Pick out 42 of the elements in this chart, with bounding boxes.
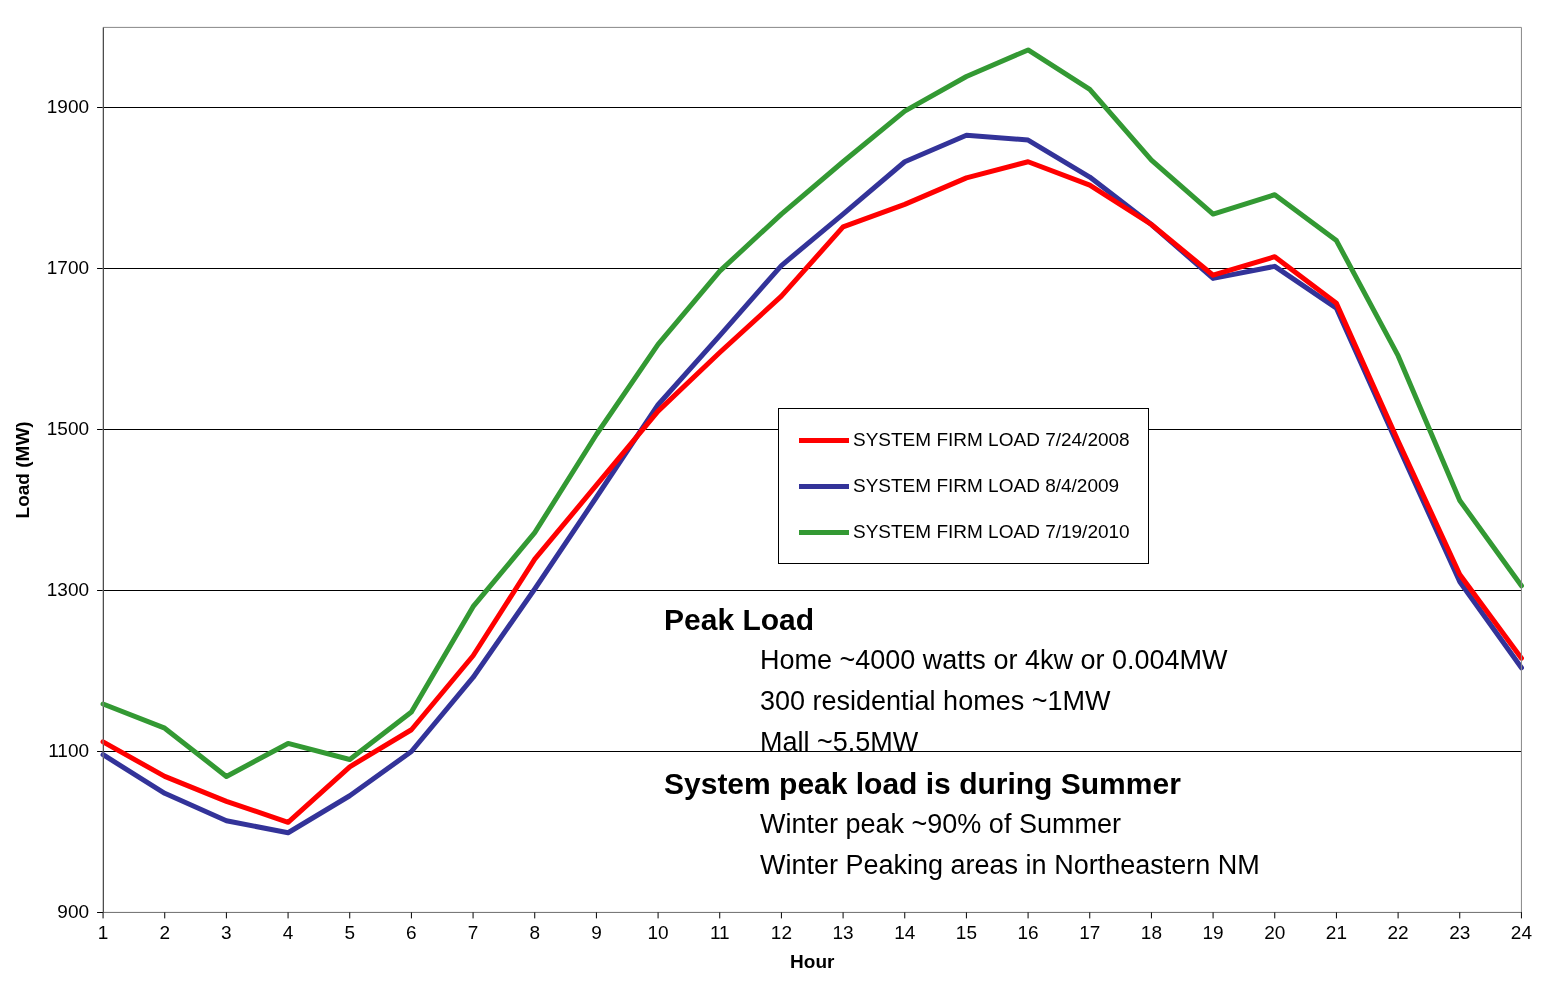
x-tick-label: 22: [1387, 922, 1409, 944]
x-axis-title: Hour: [790, 950, 836, 972]
y-tick-label: 1700: [46, 257, 90, 278]
annotation: Winter Peaking areas in Northeastern NM: [759, 849, 1261, 882]
x-tick-label: 20: [1264, 922, 1286, 944]
y-axis-title: Load (MW): [11, 421, 33, 519]
x-tick-label: 24: [1510, 922, 1533, 944]
x-tick-label: 19: [1202, 922, 1224, 944]
x-tick-label: 10: [647, 922, 669, 944]
legend-label: SYSTEM FIRM LOAD 8/4/2009: [853, 475, 1120, 497]
x-tick-label: 12: [770, 922, 792, 944]
x-tick-label: 4: [282, 922, 294, 944]
annotation: System peak load is during Summer: [664, 766, 1182, 802]
x-tick-label: 2: [159, 922, 171, 944]
x-tick-label: 18: [1140, 922, 1162, 944]
x-tick-label: 1: [97, 922, 109, 944]
x-tick-label: 11: [709, 922, 730, 944]
legend-label: SYSTEM FIRM LOAD 7/19/2010: [853, 521, 1130, 543]
x-tick-label: 3: [221, 922, 232, 944]
annotation: Peak Load: [664, 602, 816, 638]
annotation: Mall ~5.5MW: [759, 726, 920, 759]
x-tick-label: 23: [1449, 922, 1471, 944]
annotation: Winter peak ~90% of Summer: [759, 808, 1122, 841]
x-tick-label: 13: [832, 922, 854, 944]
annotation: Home ~4000 watts or 4kw or 0.004MW: [759, 644, 1229, 677]
x-tick-label: 5: [344, 922, 356, 944]
x-tick-label: 17: [1079, 922, 1101, 944]
y-tick-label: 1500: [46, 417, 90, 439]
y-tick-label: 900: [57, 900, 90, 922]
y-tick-label: 1100: [48, 739, 90, 761]
y-tick-label: 1900: [46, 96, 90, 118]
annotation: 300 residential homes ~1MW: [759, 685, 1112, 718]
x-tick-label: 6: [406, 922, 417, 944]
legend-label: SYSTEM FIRM LOAD 7/24/2008: [853, 429, 1130, 451]
y-tick-label: 1300: [46, 578, 90, 600]
x-tick-label: 21: [1325, 922, 1347, 944]
x-tick-label: 14: [894, 922, 916, 944]
x-tick-label: 15: [955, 922, 977, 944]
x-tick-label: 8: [529, 922, 541, 944]
x-tick-label: 9: [591, 922, 602, 944]
x-tick-label: 16: [1017, 922, 1039, 944]
x-tick-label: 7: [467, 922, 479, 944]
